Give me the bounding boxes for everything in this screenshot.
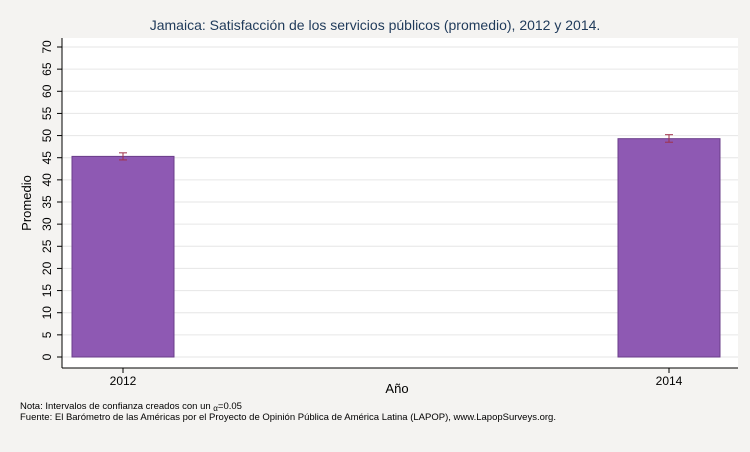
ci-note-prefix: Nota: Intervalos de confianza creados co… bbox=[20, 401, 213, 412]
ci-note-value: =0.05 bbox=[218, 401, 242, 412]
y-tick-label: 10 bbox=[40, 306, 54, 320]
y-tick-label: 50 bbox=[40, 129, 54, 143]
y-tick-label: 0 bbox=[40, 353, 54, 360]
y-tick-label: 25 bbox=[40, 239, 54, 253]
y-axis: 0 5 10 15 20 25 30 35 40 45 50 55 60 65 70 bbox=[40, 38, 63, 368]
y-tick-label: 30 bbox=[40, 217, 54, 231]
chart-title: Jamaica: Satisfacción de los servicios p… bbox=[150, 17, 601, 33]
x-axis: 2012 2014 bbox=[62, 367, 738, 388]
x-tick-label-2012: 2012 bbox=[110, 374, 137, 388]
error-bar-2012 bbox=[119, 152, 127, 161]
bar-2014 bbox=[617, 138, 721, 358]
x-tick-label-2014: 2014 bbox=[656, 374, 683, 388]
y-tick-label: 45 bbox=[40, 151, 54, 165]
y-tick-label: 15 bbox=[40, 284, 54, 298]
y-tick-label: 20 bbox=[40, 261, 54, 275]
source-note: Fuente: El Barómetro de las Américas por… bbox=[20, 412, 556, 423]
ci-note-symbol: α bbox=[213, 404, 218, 413]
y-tick-label: 70 bbox=[40, 40, 54, 54]
error-bars bbox=[119, 134, 673, 161]
y-tick-label: 35 bbox=[40, 195, 54, 209]
error-bar-2014 bbox=[665, 134, 673, 143]
bars bbox=[71, 138, 721, 358]
ci-note: Nota: Intervalos de confianza creados co… bbox=[20, 401, 242, 413]
y-axis-label: Promedio bbox=[19, 175, 34, 231]
y-tick-label: 5 bbox=[40, 331, 54, 338]
y-tick-label: 55 bbox=[40, 106, 54, 120]
y-tick-label: 60 bbox=[40, 84, 54, 98]
x-axis-label: Año bbox=[385, 381, 408, 396]
y-tick-label: 65 bbox=[40, 62, 54, 76]
bar-2012 bbox=[71, 155, 175, 358]
y-tick-label: 40 bbox=[40, 173, 54, 187]
